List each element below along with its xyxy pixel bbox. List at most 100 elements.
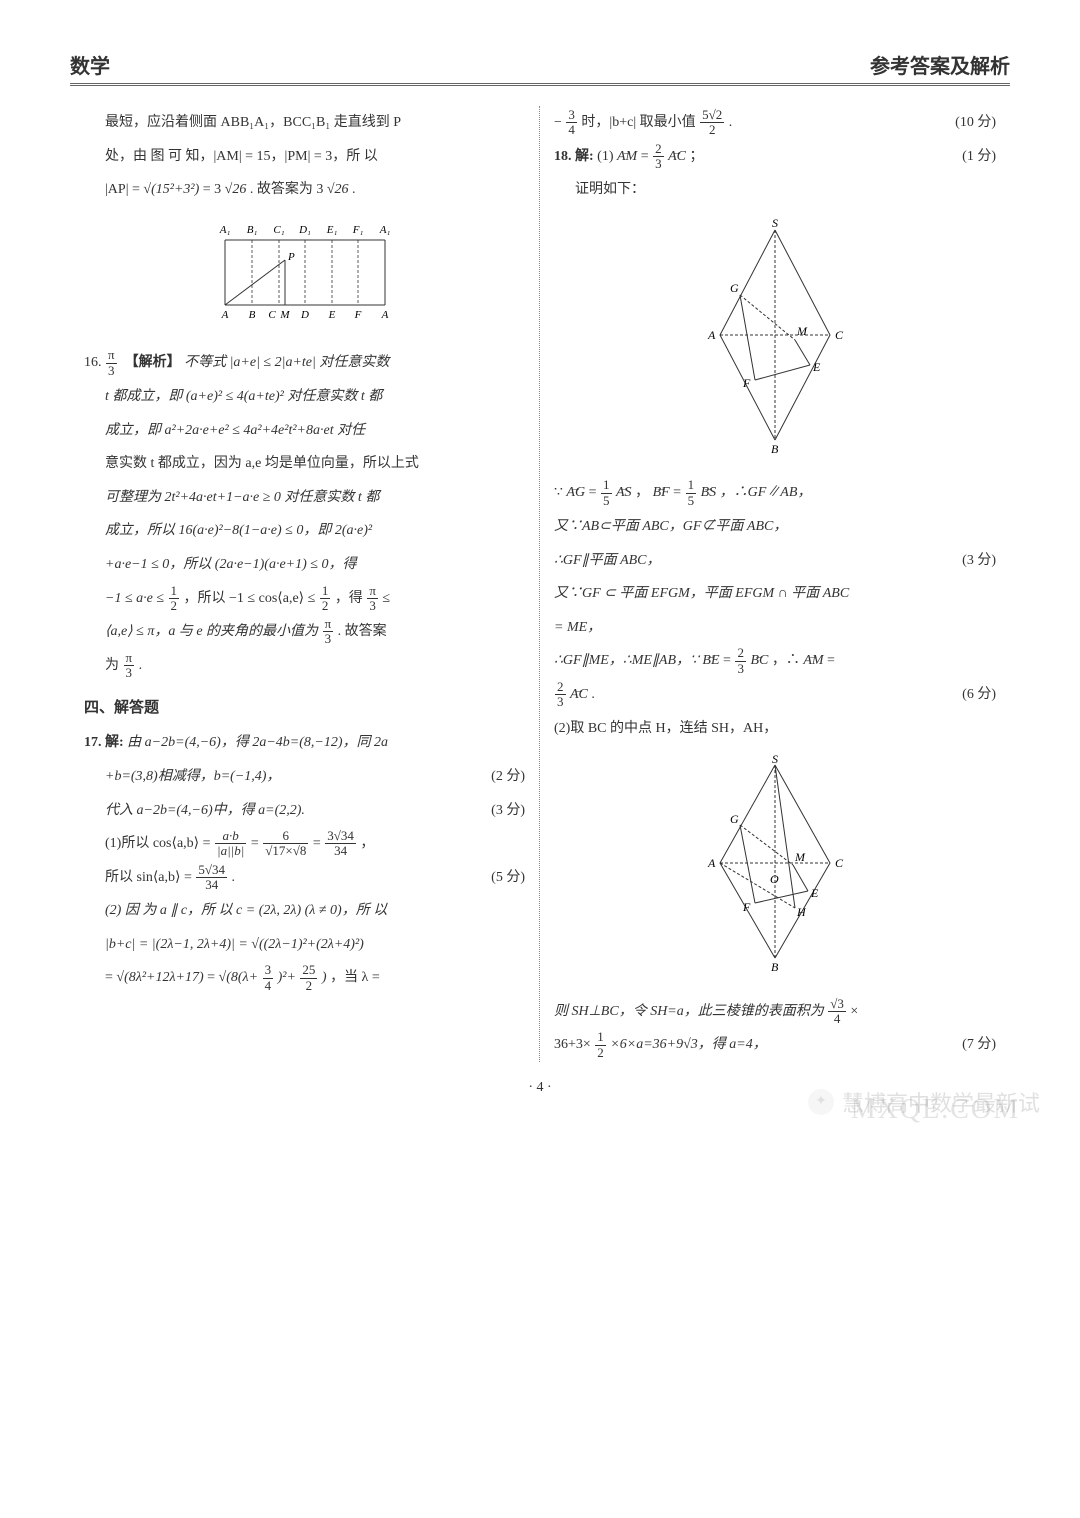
score: (10 分): [955, 106, 996, 140]
den: 4: [263, 979, 274, 993]
svg-text:F: F: [742, 376, 751, 390]
text: =: [673, 485, 684, 500]
q18-body: ∵ AG = 15 AS ， BF = 15 BS ，∴GF∥AB， 又∵AB⊂…: [554, 476, 996, 711]
text: 成立，所以 16(a·e)²−8(1−a·e) ≤ 0，即 2(a·e)²: [105, 523, 372, 538]
text: +b=(3,8)相减得，b=(−1,4)，: [105, 769, 280, 784]
text: =: [723, 653, 734, 668]
text: (1)所以 cos⟨a,b⟩ =: [105, 836, 214, 851]
den: 2: [700, 123, 724, 137]
text: 代入 a−2b=(4,−6)中，得 a=(2,2).: [105, 803, 305, 818]
text: ，得: [335, 591, 367, 606]
svg-text:E: E: [812, 360, 821, 374]
text: 为: [105, 658, 123, 673]
text: 所以 sin⟨a,b⟩ =: [105, 870, 195, 885]
frac: 15: [686, 478, 697, 508]
svg-text:E: E: [810, 886, 819, 900]
math: √((2λ−1)²+(2λ+4)²): [251, 937, 364, 952]
right-column: − 34 时，|b+c| 取最小值 5√22 . (10 分) 18. 解: (…: [540, 106, 1010, 1062]
q-number: 16.: [84, 355, 102, 370]
math: √26: [225, 182, 247, 197]
svg-text:G: G: [730, 281, 739, 295]
text: ，所以 −1 ≤ cos⟨a,e⟩ ≤: [184, 591, 319, 606]
frac: π3: [367, 584, 378, 614]
svg-text:S: S: [772, 216, 778, 230]
text: .: [729, 115, 733, 130]
den: 5: [601, 494, 612, 508]
svg-text:B: B: [771, 442, 779, 455]
q-number: 17. 解:: [84, 735, 124, 750]
svg-text:B₁: B₁: [246, 224, 257, 236]
frac: 3√3434: [325, 829, 356, 859]
num: 2: [653, 142, 664, 157]
text: ⟨a,e⟩ ≤ π，a 与 e 的夹角的最小值为: [105, 624, 322, 639]
svg-text:E: E: [327, 309, 335, 321]
svg-text:D: D: [300, 309, 309, 321]
num: π: [367, 584, 378, 599]
den: 2: [320, 599, 331, 613]
num: 2: [735, 646, 746, 661]
text: (2) 因 为 a ∥ c，所 以 c = (2λ, 2λ) (λ ≠ 0)，所…: [105, 903, 387, 918]
num: π: [106, 348, 117, 363]
frac: 12: [320, 584, 331, 614]
svg-text:D₁: D₁: [298, 224, 311, 236]
text: −: [554, 115, 562, 130]
text: ，: [360, 836, 374, 851]
num: π: [323, 617, 334, 632]
text: =: [313, 836, 324, 851]
den: 3: [555, 695, 566, 709]
num: 1: [686, 478, 697, 493]
left-column: 最短，应沿着侧面 ABB₁A₁，BCC₁B₁ 走直线到 P 处，由 图 可 知，…: [70, 106, 540, 1062]
frac: π3: [124, 651, 135, 681]
q17-body: +b=(3,8)相减得，b=(−1,4)， (2 分) 代入 a−2b=(4,−…: [84, 760, 525, 995]
text: 最短，应沿着侧面 ABB₁A₁，BCC₁B₁ 走直线到 P: [105, 115, 401, 130]
header-section: 参考答案及解析: [870, 50, 1010, 79]
den: 5: [686, 494, 697, 508]
frac: 6√17×√8: [263, 829, 308, 859]
text: =: [589, 485, 600, 500]
text: =: [251, 836, 262, 851]
fig-label-P: P: [287, 251, 295, 263]
frac: a·b|a||b|: [215, 829, 246, 859]
num: 25: [300, 963, 317, 978]
q16-answer-frac: π 3: [106, 348, 117, 378]
vector: BF: [653, 485, 670, 500]
num: 2: [555, 680, 566, 695]
text: =: [105, 970, 116, 985]
den: 4: [566, 123, 577, 137]
svg-text:A: A: [380, 309, 388, 321]
svg-text:S: S: [772, 753, 778, 766]
svg-text:A: A: [707, 856, 716, 870]
text: 成立，即 a²+2a·e+e² ≤ 4a²+4e²t²+8a·et 对任: [105, 423, 365, 438]
text: ≤: [382, 591, 390, 606]
svg-text:A: A: [707, 328, 716, 342]
vector: BS: [701, 485, 717, 500]
num: 1: [595, 1030, 606, 1045]
den: 3: [124, 666, 135, 680]
svg-text:G: G: [730, 812, 739, 826]
text: .: [139, 658, 143, 673]
text: +a·e−1 ≤ 0，所以 (2a·e−1)(a·e+1) ≤ 0，得: [105, 557, 356, 572]
math: √26: [327, 182, 349, 197]
score: (1 分): [962, 140, 996, 174]
q18-part2-body: 则 SH⊥BC，令 SH=a，此三棱锥的表面积为 √34 × 36+3× 12 …: [554, 995, 996, 1062]
score: (2 分): [491, 760, 525, 794]
frac: 34: [566, 108, 577, 138]
text: 36+3×: [554, 1037, 591, 1052]
score: (3 分): [962, 544, 996, 578]
frac: 12: [595, 1030, 606, 1060]
text: .: [352, 182, 356, 197]
text: 则 SH⊥BC，令 SH=a，此三棱锥的表面积为: [554, 1004, 824, 1019]
q17: 17. 解: 由 a−2b=(4,−6)，得 2a−4b=(8,−12)，同 2…: [84, 726, 525, 760]
num: 6: [263, 829, 308, 844]
frac: 5√22: [700, 108, 724, 138]
text: =: [827, 653, 835, 668]
watermark-site: MXQE.COM: [851, 1094, 1020, 1126]
text: =: [207, 970, 218, 985]
svg-text:E₁: E₁: [325, 224, 337, 236]
text: . 故答案为 3: [250, 182, 324, 197]
num: √3: [828, 997, 846, 1012]
q15-figure: P A₁B₁C₁ D₁E₁F₁A₁ ABCM DEFA: [84, 215, 525, 339]
text: ，∴: [772, 653, 800, 668]
svg-text:A: A: [220, 309, 228, 321]
num: a·b: [215, 829, 246, 844]
